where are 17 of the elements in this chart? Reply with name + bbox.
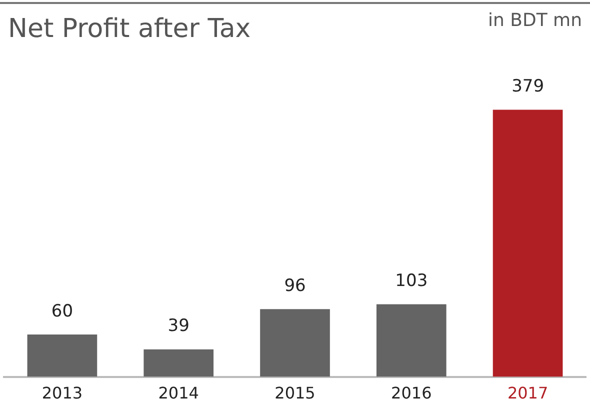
chart-title: Net Profit after Tax — [8, 14, 251, 44]
data-label: 379 — [512, 76, 544, 97]
data-label: 60 — [51, 301, 74, 322]
x-tick-label: 2015 — [274, 384, 316, 403]
bar — [492, 110, 563, 377]
x-tick-label: 2013 — [42, 384, 83, 403]
data-label: 103 — [395, 271, 428, 292]
chart-subtitle: in BDT mn — [488, 10, 582, 31]
bar — [260, 309, 330, 377]
x-tick-label: 2016 — [391, 384, 432, 403]
bar — [376, 304, 446, 377]
bar — [27, 334, 98, 377]
data-label: 96 — [284, 276, 306, 296]
data-label: 39 — [168, 316, 190, 336]
bar — [144, 349, 214, 377]
x-tick-label: 2014 — [158, 384, 199, 403]
x-tick-label: 2017 — [507, 384, 548, 403]
